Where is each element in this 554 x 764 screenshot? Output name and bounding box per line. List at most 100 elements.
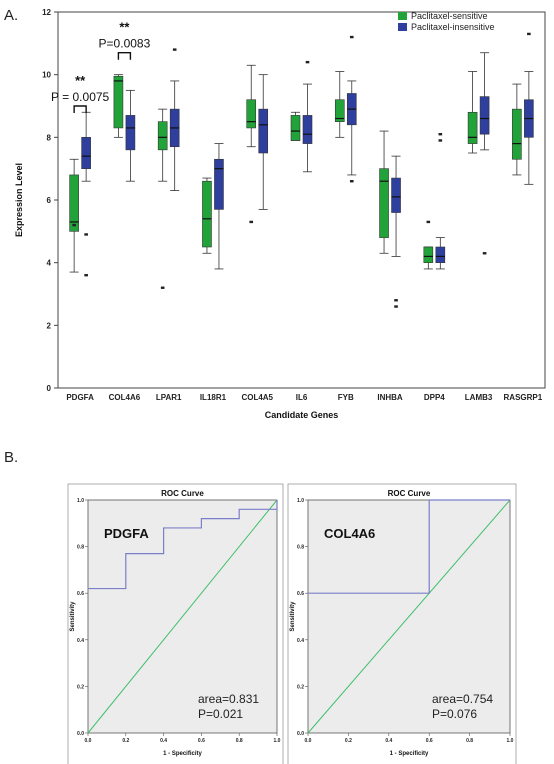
- y-axis-title: Expression Level: [14, 163, 24, 237]
- roc-title: ROC Curve: [388, 489, 431, 498]
- box-body: [157, 121, 168, 151]
- x-tick-label: IL18R1: [200, 393, 227, 402]
- x-tick-label: 0.4: [160, 738, 167, 744]
- box-outlier: [349, 35, 354, 39]
- x-tick-label: 1.0: [274, 738, 281, 744]
- x-tick-label: DPP4: [424, 393, 445, 402]
- plot-frame: [57, 11, 546, 389]
- y-axis-title: Sensitivity: [290, 601, 296, 632]
- x-tick-label: IL6: [296, 393, 308, 402]
- y-tick-label: 0.2: [77, 684, 84, 690]
- y-tick-label: 0.6: [77, 591, 84, 597]
- y-tick-label: 0.4: [77, 638, 84, 644]
- box-body: [467, 111, 478, 144]
- y-tick-label: 10: [42, 71, 51, 80]
- y-tick-label: 6: [47, 196, 52, 205]
- box-outlier: [482, 252, 487, 255]
- box-body: [379, 168, 389, 238]
- box-body: [125, 115, 136, 151]
- x-tick-label: INHBA: [377, 393, 403, 402]
- roc-chart-pdgfa: ROC Curve 0.00.0 0.2 0.2 0.4 0.4 0.6 0.6 0.8 0.8 1…: [67, 483, 284, 764]
- x-tick-label: 0.8: [466, 738, 473, 744]
- box-body: [423, 246, 434, 263]
- y-tick-label: 0.8: [297, 545, 304, 551]
- y-tick-label: 0.2: [297, 684, 304, 690]
- box-body: [214, 158, 224, 210]
- box-outlier: [84, 233, 88, 236]
- x-tick-label: FYB: [338, 393, 354, 402]
- x-tick-label: 1.0: [507, 738, 514, 744]
- box-outlier: [426, 220, 431, 224]
- y-tick-label: 0.0: [77, 731, 84, 737]
- box-body: [334, 99, 345, 122]
- x-tick-label: PDGFA: [66, 393, 94, 402]
- roc-chart-col4a6: ROC Curve 0.00.0 0.2 0.2 0.4 0.4 0.6 0.6 0.8 0.8 1…: [287, 483, 517, 764]
- significance-bracket: [73, 105, 87, 113]
- box-outlier: [527, 32, 531, 36]
- box-outlier: [438, 133, 443, 136]
- x-tick-label: 0.8: [236, 738, 243, 744]
- y-tick-label: 4: [47, 259, 52, 268]
- x-tick-label: LPAR1: [156, 393, 182, 402]
- y-tick-label: 0.6: [297, 591, 304, 597]
- box-body: [479, 96, 490, 135]
- reference-diagonal: [307, 499, 511, 734]
- y-tick-label: 0: [47, 384, 52, 393]
- x-tick-label: LAMB3: [465, 393, 493, 402]
- legend-entry: Paclitaxel-insensitive: [411, 22, 495, 32]
- significance-stars: **: [119, 20, 130, 35]
- box-body: [69, 174, 79, 232]
- roc-area-label: area=0.754: [432, 692, 493, 706]
- y-tick-label: 1.0: [77, 498, 84, 504]
- reference-diagonal: [87, 499, 278, 734]
- significance-bracket: [117, 52, 132, 60]
- roc-area-label: area=0.831: [198, 692, 259, 706]
- legend-entry: Paclitaxel-sensitive: [411, 11, 488, 21]
- y-tick-label: 12: [42, 8, 51, 17]
- roc-curve: [308, 499, 510, 594]
- p-value-label: P=0.0083: [99, 37, 151, 51]
- box-outlier: [305, 60, 310, 64]
- y-tick-label: 0.8: [77, 545, 84, 551]
- box-body: [290, 115, 301, 141]
- box-body: [302, 115, 313, 144]
- box-outlier: [438, 139, 443, 142]
- box-body: [258, 108, 269, 154]
- box-outlier: [172, 48, 177, 51]
- x-tick-label: 0.6: [426, 738, 433, 744]
- box-outlier: [72, 223, 76, 227]
- y-tick-label: 8: [47, 133, 52, 142]
- box-body: [435, 246, 446, 263]
- y-tick-label: 0.0: [297, 731, 304, 737]
- roc-p-value-label: P=0.021: [198, 707, 243, 721]
- y-axis-title: Sensitivity: [70, 601, 76, 632]
- box-body: [512, 108, 522, 160]
- y-tick-label: 0.4: [297, 638, 304, 644]
- box-outlier: [349, 180, 354, 183]
- box-body: [113, 75, 124, 129]
- roc-p-value-label: P=0.076: [432, 707, 477, 721]
- y-tick-label: 2: [47, 321, 52, 330]
- legend-swatch: [398, 12, 407, 20]
- box-body: [391, 177, 401, 213]
- x-tick-label: COL4A6: [109, 393, 141, 402]
- box-body: [202, 180, 212, 248]
- x-tick-label: 0.0: [305, 738, 312, 744]
- roc-gene-label: PDGFA: [104, 526, 149, 541]
- panel-b-label: B.: [4, 449, 18, 466]
- x-tick-label: 0.2: [345, 738, 352, 744]
- x-tick-label: COL4A5: [241, 393, 273, 402]
- box-body: [246, 99, 257, 129]
- x-axis-title: Candidate Genes: [265, 410, 339, 420]
- roc-gene-label: COL4A6: [324, 526, 375, 541]
- box-outlier: [394, 299, 398, 302]
- boxplot-chart: 0 2 4 6 8 10 12 PDGFA COL4A6 LPAR1 IL18R1 COL4A5 IL6…: [14, 8, 546, 420]
- box-outlier: [394, 305, 398, 308]
- x-axis-title: 1 - Specificity: [390, 751, 429, 757]
- x-tick-label: 0.0: [85, 738, 92, 744]
- p-value-label: P = 0.0075: [51, 90, 109, 104]
- x-tick-label: RASGRP1: [504, 393, 543, 402]
- roc-title: ROC Curve: [161, 489, 204, 498]
- box-outlier: [160, 286, 165, 289]
